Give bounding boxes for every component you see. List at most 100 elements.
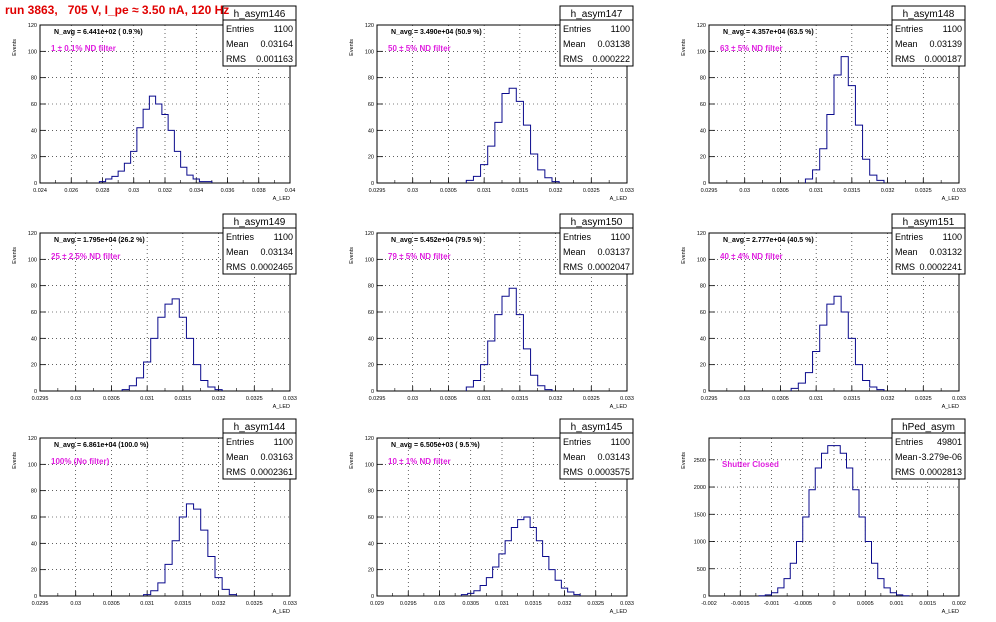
- stats-value-mean: 0.03163: [260, 452, 293, 462]
- x-axis-title: A_LED: [610, 609, 627, 615]
- stats-label-rms: RMS: [226, 467, 246, 477]
- x-tick-label: 0.024: [33, 188, 47, 194]
- stats-label-rms: RMS: [895, 54, 915, 64]
- y-tick-label: 120: [697, 23, 706, 29]
- stats-label-mean: Mean: [226, 247, 249, 257]
- stats-value-rms: 0.0002465: [250, 262, 293, 272]
- stats-label-mean: Mean: [226, 452, 249, 462]
- navg-label: N_avg = 2.777e+04 (40.5 %): [723, 237, 814, 244]
- filter-note: 10 ± 1% ND filter: [388, 457, 451, 466]
- stats-box: [891, 213, 966, 275]
- x-tick-label: 0.031: [140, 396, 154, 402]
- x-tick-label: 0.0295: [400, 601, 417, 607]
- navg-label: N_avg = 4.357e+04 (63.5 %): [723, 29, 814, 36]
- x-tick-label: 0.032: [158, 188, 172, 194]
- filter-note: 1 ± 0.1% ND filter: [51, 44, 116, 53]
- x-tick-label: 0.028: [96, 188, 110, 194]
- stats-value-entries: 1100: [611, 24, 630, 34]
- x-tick-label: 0.033: [620, 188, 634, 194]
- x-tick-label: 0.032: [558, 601, 572, 607]
- x-tick-label: -0.0005: [793, 601, 812, 607]
- filter-note: 100% (No filter): [51, 457, 110, 466]
- y-tick-label: 120: [28, 23, 37, 29]
- x-tick-label: 0.0295: [32, 396, 49, 402]
- stats-value-rms: 0.0002361: [250, 467, 293, 477]
- stats-value-rms: 0.0002813: [919, 467, 962, 477]
- x-tick-label: 0.034: [189, 188, 203, 194]
- y-tick-label: 100: [365, 462, 374, 468]
- stats-value-mean: 0.03143: [597, 452, 630, 462]
- x-tick-label: 0.033: [620, 601, 634, 607]
- x-tick-label: -0.001: [764, 601, 780, 607]
- x-tick-label: 0.0315: [511, 396, 528, 402]
- x-tick-label: 0.03: [739, 188, 750, 194]
- stats-label-entries: Entries: [563, 24, 592, 34]
- histogram-series: [465, 87, 560, 183]
- stats-value-entries: 1100: [943, 232, 962, 242]
- y-tick-label: 1500: [694, 512, 706, 518]
- histogram-name: hPed_asym: [902, 422, 955, 433]
- stats-box: [222, 418, 297, 480]
- stats-label-mean: Mean: [895, 39, 918, 49]
- y-tick-label: 120: [365, 436, 374, 442]
- histogram-series: [98, 95, 213, 183]
- y-tick-label: 80: [700, 284, 706, 290]
- stats-value-rms: 0.0003575: [587, 467, 630, 477]
- x-tick-label: 0.0325: [246, 396, 263, 402]
- y-tick-label: 60: [31, 515, 37, 521]
- x-tick-label: 0.029: [370, 601, 384, 607]
- x-axis-title: A_LED: [942, 609, 959, 615]
- histogram-panel-hPed_asym: -0.002 -0.0015 -0.001 -0.0005 0 0.0005 0.001 0.…: [681, 418, 966, 615]
- stats-box: [222, 213, 297, 275]
- stats-value-rms: 0.0002241: [919, 262, 962, 272]
- x-tick-label: 0.0015: [919, 601, 936, 607]
- x-tick-label: 0: [832, 601, 835, 607]
- stats-value-entries: 1100: [274, 232, 293, 242]
- x-tick-label: 0.0325: [246, 601, 263, 607]
- stats-label-entries: Entries: [226, 24, 255, 34]
- x-tick-label: 0.031: [477, 396, 491, 402]
- x-tick-label: 0.04: [285, 188, 296, 194]
- navg-label: N_avg = 5.452e+04 (79.5 %): [391, 237, 482, 244]
- x-axis-title: A_LED: [273, 196, 290, 202]
- y-tick-label: 80: [368, 489, 374, 495]
- histogram-name: h_asym149: [234, 217, 286, 228]
- stats-box: [559, 418, 634, 480]
- y-tick-label: 60: [368, 310, 374, 316]
- x-tick-label: 0.0305: [772, 396, 789, 402]
- stats-box: [559, 213, 634, 275]
- y-tick-label: 120: [365, 231, 374, 237]
- x-tick-label: 0.0325: [915, 188, 932, 194]
- y-tick-label: 40: [700, 128, 706, 134]
- y-tick-label: 20: [31, 363, 37, 369]
- y-axis-title: Events: [681, 39, 687, 56]
- y-tick-label: 20: [31, 568, 37, 574]
- stats-label-entries: Entries: [895, 437, 924, 447]
- y-tick-label: 0: [34, 594, 37, 600]
- x-tick-label: 0.03: [434, 601, 445, 607]
- stats-value-mean: -3.279e-06: [918, 452, 962, 462]
- histogram-series: [143, 503, 237, 596]
- stats-label-rms: RMS: [563, 262, 583, 272]
- x-tick-label: 0.03: [739, 396, 750, 402]
- x-tick-label: 0.0325: [915, 396, 932, 402]
- histogram-name: h_asym144: [234, 422, 286, 433]
- y-tick-label: 100: [697, 257, 706, 263]
- x-tick-label: 0.033: [620, 396, 634, 402]
- stats-value-entries: 49801: [937, 437, 962, 447]
- x-tick-label: 0.0305: [103, 396, 120, 402]
- y-tick-label: 120: [365, 23, 374, 29]
- y-axis-title: Events: [681, 452, 687, 469]
- x-tick-label: 0.0295: [369, 188, 386, 194]
- stats-box: [559, 5, 634, 67]
- histogram-series: [804, 56, 885, 183]
- y-axis-title: Events: [12, 247, 18, 264]
- y-tick-label: 100: [365, 257, 374, 263]
- x-tick-label: 0.0325: [583, 188, 600, 194]
- x-tick-label: 0.0305: [103, 601, 120, 607]
- stats-value-entries: 1100: [274, 24, 293, 34]
- navg-label: N_avg = 6.861e+04 (100.0 %): [54, 442, 149, 449]
- x-tick-label: 0.032: [881, 396, 895, 402]
- stats-value-entries: 1100: [943, 24, 962, 34]
- y-tick-label: 2000: [694, 485, 706, 491]
